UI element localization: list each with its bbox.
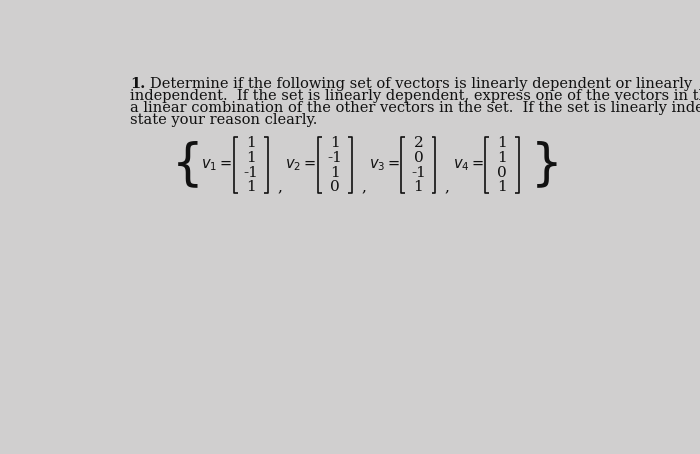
Text: 0: 0: [497, 166, 507, 180]
Text: 1: 1: [246, 180, 256, 194]
Text: 1: 1: [414, 180, 424, 194]
Text: $v_{4}=$: $v_{4}=$: [452, 158, 484, 173]
Text: 1: 1: [246, 151, 256, 165]
Text: 0: 0: [414, 151, 424, 165]
Text: Determine if the following set of vectors is linearly dependent or linearly: Determine if the following set of vector…: [150, 77, 692, 91]
Text: a linear combination of the other vectors in the set.  If the set is linearly in: a linear combination of the other vector…: [130, 101, 700, 115]
Text: state your reason clearly.: state your reason clearly.: [130, 113, 318, 127]
Text: 1.: 1.: [130, 77, 146, 91]
Text: -1: -1: [411, 166, 426, 180]
Text: $v_{3}=$: $v_{3}=$: [369, 158, 400, 173]
Text: $v_{1}=$: $v_{1}=$: [202, 158, 232, 173]
Text: 1: 1: [497, 180, 507, 194]
Text: 1: 1: [330, 136, 340, 150]
Text: 2: 2: [414, 136, 424, 150]
Text: ,: ,: [444, 180, 449, 194]
Text: -1: -1: [328, 151, 342, 165]
Text: $\}$: $\}$: [530, 140, 557, 191]
Text: 0: 0: [330, 180, 340, 194]
Text: -1: -1: [244, 166, 258, 180]
Text: $\{$: $\{$: [171, 140, 198, 191]
Text: 1: 1: [497, 151, 507, 165]
Text: ,: ,: [361, 180, 366, 194]
Text: 1: 1: [497, 136, 507, 150]
Text: 1: 1: [330, 166, 340, 180]
Text: ,: ,: [277, 180, 282, 194]
Text: independent.  If the set is linearly dependent, express one of the vectors in th: independent. If the set is linearly depe…: [130, 89, 700, 103]
Text: $v_{2}=$: $v_{2}=$: [285, 158, 316, 173]
Text: 1: 1: [246, 136, 256, 150]
